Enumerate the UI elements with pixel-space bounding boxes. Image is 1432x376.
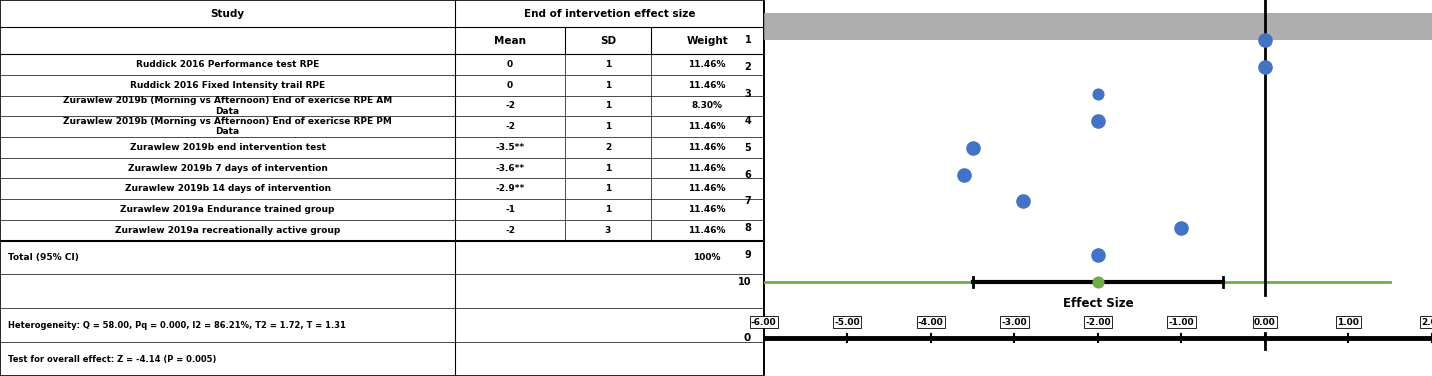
Text: Zurawlew 2019b (Morning vs Afternoon) End of exericse RPE PM
Data: Zurawlew 2019b (Morning vs Afternoon) En… [63,117,392,136]
Text: 9: 9 [745,250,752,260]
Text: 7: 7 [745,196,752,206]
Text: Ruddick 2016 Fixed Intensity trail RPE: Ruddick 2016 Fixed Intensity trail RPE [130,81,325,90]
Text: Zurawlew 2019b 7 days of intervention: Zurawlew 2019b 7 days of intervention [127,164,328,173]
Text: 8.30%: 8.30% [692,102,723,111]
Point [1087,91,1110,97]
Text: 1: 1 [604,81,611,90]
Text: Mean: Mean [494,36,526,45]
Text: Zurawlew 2019a recreationally active group: Zurawlew 2019a recreationally active gro… [115,226,341,235]
Text: 10: 10 [737,277,752,287]
Text: Heterogeneity: Q = 58.00, Pq = 0.000, I2 = 86.21%, T2 = 1.72, T = 1.31: Heterogeneity: Q = 58.00, Pq = 0.000, I2… [7,321,345,330]
Text: 1: 1 [604,205,611,214]
Text: 2.00: 2.00 [1421,318,1432,327]
Text: 1: 1 [604,164,611,173]
Text: 11.46%: 11.46% [689,205,726,214]
Text: 11.46%: 11.46% [689,164,726,173]
Text: Study: Study [211,9,245,18]
Text: -1.00: -1.00 [1169,318,1194,327]
Text: Weight: Weight [686,36,727,45]
Point [1087,279,1110,285]
Text: -5.00: -5.00 [835,318,861,327]
Text: 1: 1 [604,184,611,193]
Text: -2: -2 [505,122,516,131]
Text: Effect Size: Effect Size [1063,297,1133,310]
Text: -3.00: -3.00 [1001,318,1027,327]
Point [1011,199,1034,205]
Text: 0.00: 0.00 [1254,318,1276,327]
Point [1170,225,1193,231]
Bar [763,14,1432,40]
Text: 0: 0 [507,60,513,69]
Text: 1: 1 [604,102,611,111]
Text: 2: 2 [745,62,752,72]
Text: -3.6**: -3.6** [495,164,524,173]
Text: Zurawlew 2019b end intervention test: Zurawlew 2019b end intervention test [129,143,325,152]
Text: Zurawlew 2019a Endurance trained group: Zurawlew 2019a Endurance trained group [120,205,335,214]
Text: -2: -2 [505,226,516,235]
Text: 0: 0 [507,81,513,90]
Text: -2: -2 [505,102,516,111]
Text: Zurawlew 2019b (Morning vs Afternoon) End of exericse RPE AM
Data: Zurawlew 2019b (Morning vs Afternoon) En… [63,96,392,116]
Text: 8: 8 [745,223,752,233]
Point [961,145,984,151]
Text: 100%: 100% [693,253,720,262]
Text: 11.46%: 11.46% [689,184,726,193]
Text: 11.46%: 11.46% [689,226,726,235]
Text: Total (95% CI): Total (95% CI) [7,253,79,262]
Text: 3: 3 [604,226,611,235]
Text: 0: 0 [745,334,752,343]
Text: SD: SD [600,36,616,45]
Point [1253,64,1276,70]
Point [1087,252,1110,258]
Text: -2.9**: -2.9** [495,184,524,193]
Text: 3: 3 [745,89,752,99]
Text: -4.00: -4.00 [918,318,944,327]
Text: 11.46%: 11.46% [689,122,726,131]
Text: Zurawlew 2019b 14 days of intervention: Zurawlew 2019b 14 days of intervention [125,184,331,193]
Text: 11.46%: 11.46% [689,143,726,152]
Text: Test for overall effect: Z = -4.14 (P = 0.005): Test for overall effect: Z = -4.14 (P = … [7,355,216,364]
Text: 11.46%: 11.46% [689,60,726,69]
Text: 1: 1 [604,122,611,131]
Text: -3.5**: -3.5** [495,143,524,152]
Text: -2.00: -2.00 [1085,318,1111,327]
Text: 2: 2 [604,143,611,152]
Text: 6: 6 [745,170,752,180]
Text: End of intervetion effect size: End of intervetion effect size [524,9,695,18]
Point [1253,37,1276,43]
Point [1087,118,1110,124]
Text: Ruddick 2016 Performance test RPE: Ruddick 2016 Performance test RPE [136,60,319,69]
Text: 1: 1 [604,60,611,69]
Text: 4: 4 [745,116,752,126]
Text: 1: 1 [745,35,752,45]
Point [952,171,975,177]
Text: 1.00: 1.00 [1337,318,1359,327]
Text: -6.00: -6.00 [750,318,776,327]
Text: -1: -1 [505,205,516,214]
Text: 5: 5 [745,143,752,153]
Text: 11.46%: 11.46% [689,81,726,90]
